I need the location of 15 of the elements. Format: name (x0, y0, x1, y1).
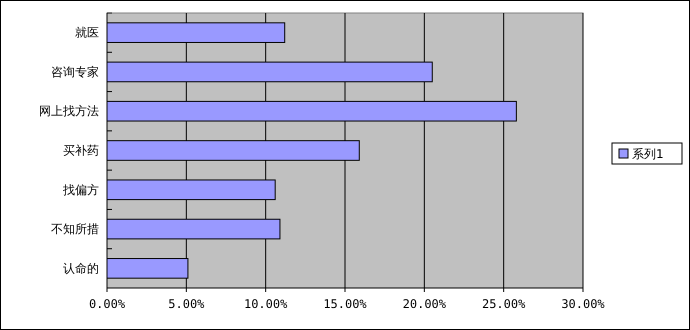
x-tick-label: 20.00% (402, 297, 447, 311)
y-tick-label: 就医 (75, 26, 99, 40)
y-tick-label: 咨询专家 (51, 64, 99, 79)
x-tick-label: 25.00% (482, 297, 526, 311)
x-tick-label: 5.00% (168, 297, 206, 311)
x-tick-label: 30.00% (561, 297, 606, 311)
y-tick-label: 网上找方法 (39, 104, 99, 118)
y-tick-label: 找偏方 (62, 182, 99, 197)
x-tick-label: 10.00% (244, 297, 288, 311)
x-tick-label: 0.00% (88, 297, 126, 311)
y-tick-label: 买补药 (63, 144, 99, 158)
y-tick-label: 不知所措 (51, 222, 99, 236)
legend-label: 系列1 (632, 147, 664, 161)
x-tick-label: 15.00% (323, 297, 368, 311)
y-tick-label: 认命的 (63, 261, 99, 276)
